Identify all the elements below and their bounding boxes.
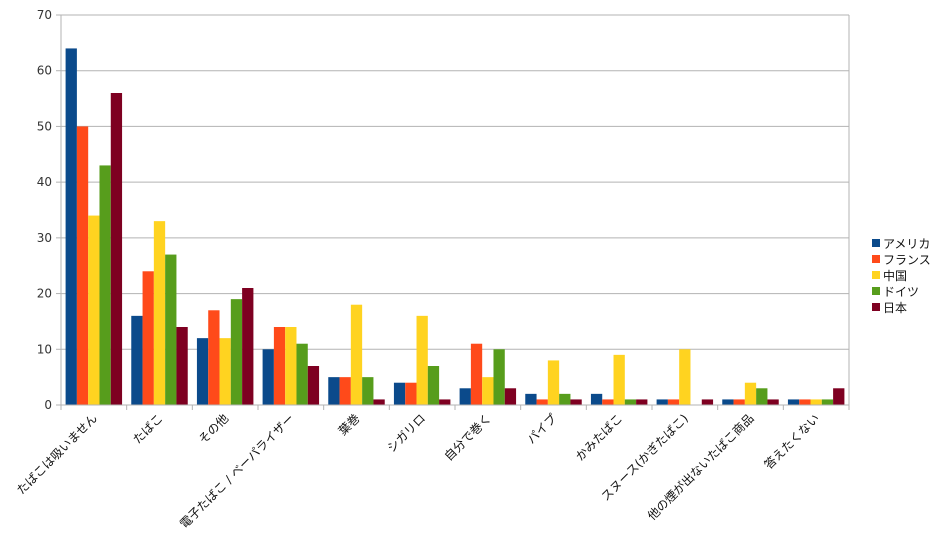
bar: [493, 349, 505, 405]
bar: [373, 399, 385, 405]
legend-swatch: [872, 303, 880, 311]
bar: [208, 310, 220, 405]
bar: [76, 126, 89, 405]
bar: [110, 93, 123, 405]
legend-swatch: [872, 287, 880, 295]
bar: [570, 399, 582, 405]
axes: [60, 15, 850, 410]
y-tick-labels: 0 10 20 30 40 50 60 70: [37, 8, 52, 412]
bar: [636, 399, 648, 405]
bar: [810, 399, 822, 405]
x-tick-label: 葉巻: [336, 411, 363, 438]
bar: [787, 399, 800, 405]
bar: [153, 221, 166, 405]
bar: [416, 315, 428, 405]
legend-swatch: [872, 255, 880, 263]
bar: [504, 388, 517, 405]
bar: [547, 360, 560, 405]
bar: [439, 399, 451, 405]
legend-label: 中国: [883, 268, 907, 283]
bar: [362, 377, 374, 405]
y-tick-label: 20: [37, 287, 52, 301]
bar: [679, 349, 691, 405]
y-tick-label: 30: [37, 231, 52, 245]
bar: [756, 388, 768, 405]
bar: [613, 354, 625, 405]
bar: [767, 399, 779, 405]
bar: [667, 399, 680, 405]
x-tick-label: パイプ: [524, 411, 559, 446]
bar: [733, 399, 745, 405]
legend-label: フランス: [883, 253, 931, 267]
y-tick-label: 0: [44, 398, 52, 412]
y-tick-label: 60: [37, 64, 52, 78]
bar: [262, 349, 274, 405]
bar: [242, 288, 254, 405]
gridlines: [56, 14, 849, 406]
x-tick-label: シガリロ: [384, 411, 428, 455]
x-tick-label: 他の煙が出ないたばこ商品: [644, 411, 756, 523]
legend-label: ドイツ: [883, 285, 919, 299]
y-tick-label: 40: [37, 175, 52, 189]
x-tick-label: 自分で巻く: [442, 411, 494, 463]
bar: [799, 399, 811, 405]
bars: [65, 48, 845, 406]
bar: [536, 399, 548, 405]
x-tick-label: かみたばこ: [573, 411, 625, 463]
bar: [142, 271, 154, 405]
bar: [328, 377, 340, 405]
legend-label: アメリカ: [883, 237, 930, 251]
y-tick-label: 50: [37, 119, 52, 133]
y-tick-label: 70: [37, 8, 52, 22]
legend-swatch: [872, 271, 880, 279]
legend-label: 日本: [883, 301, 907, 315]
bar: [393, 382, 406, 405]
x-tick-label: 電子たばこ / ベーパライザー: [177, 411, 297, 531]
bar: [722, 399, 734, 405]
bar: [405, 382, 417, 405]
bar: [296, 343, 308, 405]
bar: [230, 299, 243, 405]
x-tick-label: たばこは吸いません: [14, 411, 100, 497]
bar: [701, 399, 714, 405]
bar: [339, 377, 351, 405]
bar: [219, 338, 231, 405]
legend-swatch: [872, 239, 880, 247]
bar: [285, 327, 297, 405]
bar: [273, 327, 286, 405]
bar: [65, 48, 77, 406]
bar: [821, 399, 834, 405]
bar: [459, 388, 471, 405]
bar: [88, 215, 100, 405]
bar: [833, 388, 845, 405]
bar: [99, 165, 111, 405]
bar: [196, 338, 209, 405]
bar: [559, 393, 571, 405]
bar: [470, 343, 483, 405]
bar: [482, 377, 494, 405]
x-tick-label: たばこ: [130, 411, 165, 446]
x-tick-label: 答えたくない: [761, 411, 823, 473]
bar: [307, 366, 320, 405]
bar: [176, 327, 188, 405]
bar: [131, 315, 143, 405]
bar: [744, 382, 757, 405]
bar: [590, 393, 603, 405]
y-tick-label: 10: [37, 342, 52, 356]
bar: [624, 399, 637, 405]
bar: [525, 393, 537, 405]
bar: [602, 399, 614, 405]
x-tick-label: その他: [196, 411, 231, 446]
bar: [656, 399, 668, 405]
bar: [165, 254, 177, 405]
bar: [350, 304, 363, 405]
bar: [427, 366, 440, 405]
